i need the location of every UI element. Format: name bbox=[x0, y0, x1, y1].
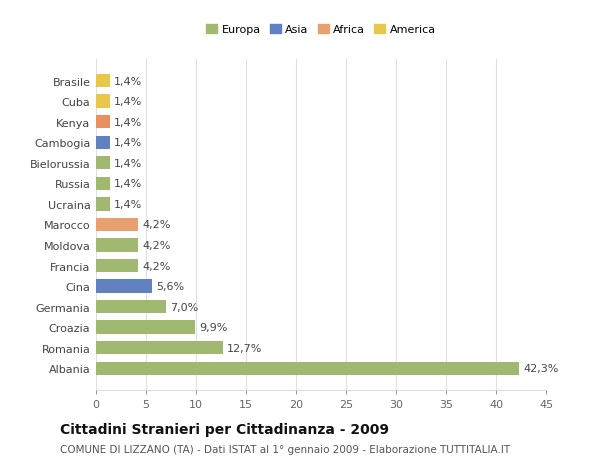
Bar bbox=[96, 157, 110, 170]
Bar bbox=[96, 259, 138, 273]
Bar bbox=[96, 239, 138, 252]
Bar bbox=[96, 136, 110, 150]
Bar bbox=[96, 280, 152, 293]
Text: 12,7%: 12,7% bbox=[227, 343, 262, 353]
Bar bbox=[96, 177, 110, 190]
Text: 7,0%: 7,0% bbox=[170, 302, 198, 312]
Bar bbox=[96, 75, 110, 88]
Text: 5,6%: 5,6% bbox=[156, 281, 184, 291]
Text: Cittadini Stranieri per Cittadinanza - 2009: Cittadini Stranieri per Cittadinanza - 2… bbox=[60, 422, 389, 436]
Text: 4,2%: 4,2% bbox=[142, 261, 170, 271]
Bar bbox=[96, 321, 195, 334]
Text: COMUNE DI LIZZANO (TA) - Dati ISTAT al 1° gennaio 2009 - Elaborazione TUTTITALIA: COMUNE DI LIZZANO (TA) - Dati ISTAT al 1… bbox=[60, 444, 510, 454]
Text: 1,4%: 1,4% bbox=[114, 118, 142, 127]
Text: 9,9%: 9,9% bbox=[199, 323, 227, 332]
Legend: Europa, Asia, Africa, America: Europa, Asia, Africa, America bbox=[204, 22, 438, 37]
Text: 1,4%: 1,4% bbox=[114, 179, 142, 189]
Text: 42,3%: 42,3% bbox=[523, 364, 559, 374]
Text: 1,4%: 1,4% bbox=[114, 97, 142, 107]
Bar bbox=[96, 95, 110, 108]
Bar bbox=[96, 198, 110, 211]
Bar bbox=[96, 218, 138, 232]
Bar bbox=[96, 116, 110, 129]
Bar bbox=[96, 362, 519, 375]
Text: 4,2%: 4,2% bbox=[142, 241, 170, 251]
Text: 1,4%: 1,4% bbox=[114, 76, 142, 86]
Text: 1,4%: 1,4% bbox=[114, 199, 142, 209]
Text: 4,2%: 4,2% bbox=[142, 220, 170, 230]
Text: 1,4%: 1,4% bbox=[114, 158, 142, 168]
Bar bbox=[96, 341, 223, 355]
Bar bbox=[96, 300, 166, 313]
Text: 1,4%: 1,4% bbox=[114, 138, 142, 148]
